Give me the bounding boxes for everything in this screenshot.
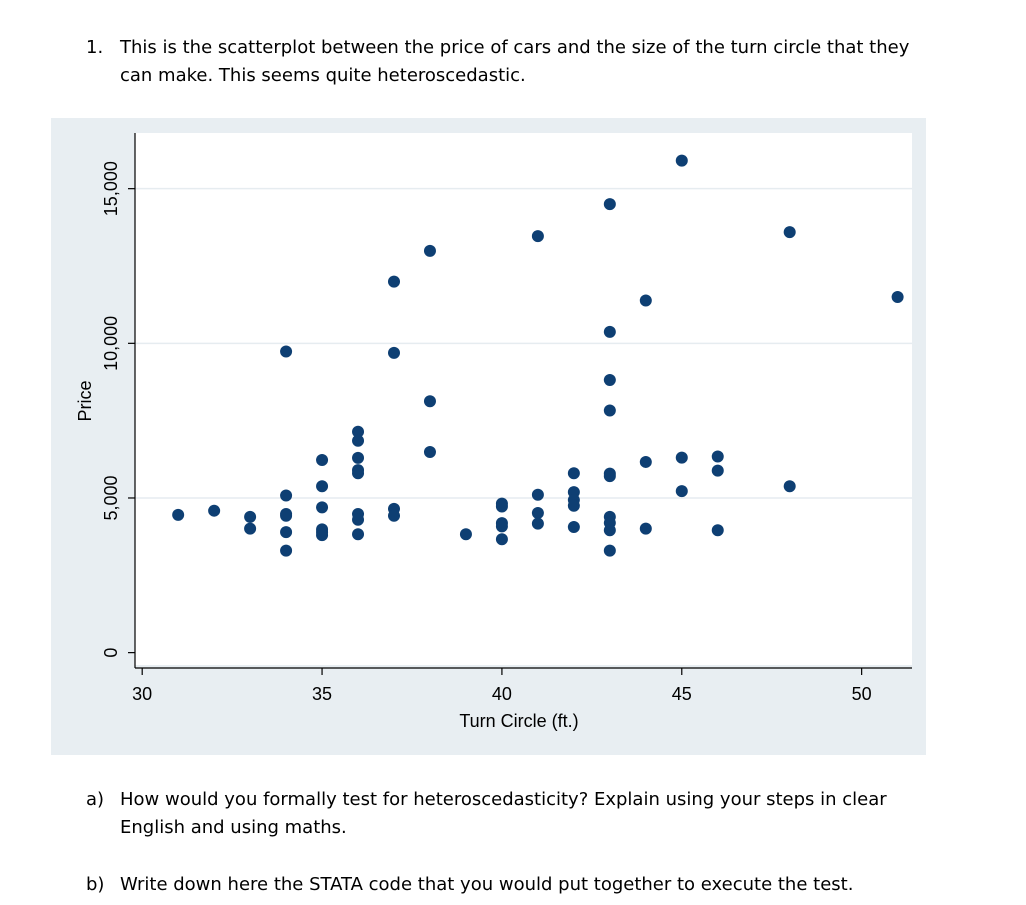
scatter-point <box>423 244 436 257</box>
scatter-point <box>603 544 616 557</box>
scatter-point <box>603 404 616 417</box>
y-tick-label: 0 <box>101 648 121 658</box>
scatterplot: 0 5,000 10,000 15,000 30 35 40 45 50 Turn Circl… <box>75 133 912 731</box>
scatter-point <box>783 226 796 239</box>
scatter-point <box>352 425 365 438</box>
y-tick-label: 10,000 <box>101 316 121 371</box>
scatter-point <box>567 467 580 480</box>
x-tick-label: 35 <box>312 684 332 704</box>
question-text: Write down here the STATA code that you … <box>120 874 854 895</box>
scatter-point <box>244 522 257 535</box>
scatter-point <box>208 504 221 517</box>
x-tick-label: 30 <box>132 684 152 704</box>
scatter-point <box>316 453 329 466</box>
scatter-point <box>639 455 652 468</box>
scatter-point <box>567 521 580 534</box>
scatter-point <box>711 464 724 477</box>
scatter-point <box>603 524 616 537</box>
scatter-point <box>567 499 580 512</box>
x-tick-label: 40 <box>492 684 512 704</box>
data-points <box>172 154 904 557</box>
plot-region <box>135 133 912 665</box>
scatter-point <box>783 480 796 493</box>
scatter-point <box>531 506 544 519</box>
scatter-point <box>495 533 508 546</box>
y-axis-label: Price <box>75 380 95 421</box>
scatter-point <box>280 345 293 358</box>
question-number: b) <box>86 874 105 895</box>
scatter-point <box>423 395 436 408</box>
scatter-point <box>244 510 257 523</box>
scatter-point <box>603 470 616 483</box>
scatter-point <box>711 450 724 463</box>
question-text: This is the scatterplot between the pric… <box>120 37 910 86</box>
x-axis-ticks: 30 35 40 45 50 <box>132 668 872 704</box>
scatter-point <box>388 509 400 522</box>
scatter-point <box>388 275 400 288</box>
question-number: 1. <box>86 37 104 58</box>
question-number: a) <box>86 789 105 810</box>
scatter-point <box>388 346 400 359</box>
scatter-point <box>316 529 329 542</box>
scatter-point <box>352 513 365 526</box>
scatter-point <box>316 480 329 493</box>
scatterplot-panel: 0 5,000 10,000 15,000 30 35 40 45 50 Turn Circl… <box>51 118 926 755</box>
scatter-point <box>316 501 329 514</box>
scatter-point <box>352 528 365 541</box>
scatter-point <box>531 230 544 243</box>
scatter-point <box>711 524 724 537</box>
scatter-point <box>495 520 508 533</box>
y-tick-label: 5,000 <box>101 475 121 520</box>
scatter-point <box>891 291 904 304</box>
x-tick-label: 50 <box>852 684 872 704</box>
grid-lines <box>135 187 912 499</box>
x-axis-label: Turn Circle (ft.) <box>459 711 578 731</box>
scatter-point <box>531 488 544 501</box>
x-tick-label: 45 <box>672 684 692 704</box>
y-tick-label: 15,000 <box>101 161 121 216</box>
scatter-point <box>280 489 293 502</box>
scatter-point <box>459 528 472 541</box>
scatter-point <box>603 374 616 387</box>
scatter-point <box>280 544 293 557</box>
scatter-point <box>495 500 508 513</box>
scatter-point <box>675 485 688 498</box>
scatter-point <box>603 325 616 338</box>
scatter-point <box>352 451 365 464</box>
scatter-point <box>675 154 688 167</box>
scatter-point <box>352 467 365 480</box>
question-text: How would you formally test for heterosc… <box>120 789 887 838</box>
scatter-point <box>639 294 652 307</box>
scatter-point <box>352 434 365 447</box>
scatter-point <box>639 522 652 535</box>
scatter-point <box>423 446 436 459</box>
y-axis-ticks: 0 5,000 10,000 15,000 <box>101 161 135 658</box>
scatter-point <box>172 508 185 521</box>
scatter-point <box>280 526 293 539</box>
scatter-point <box>603 198 616 211</box>
scatter-point <box>280 509 293 522</box>
scatter-point <box>675 451 688 464</box>
scatter-point <box>531 517 544 530</box>
